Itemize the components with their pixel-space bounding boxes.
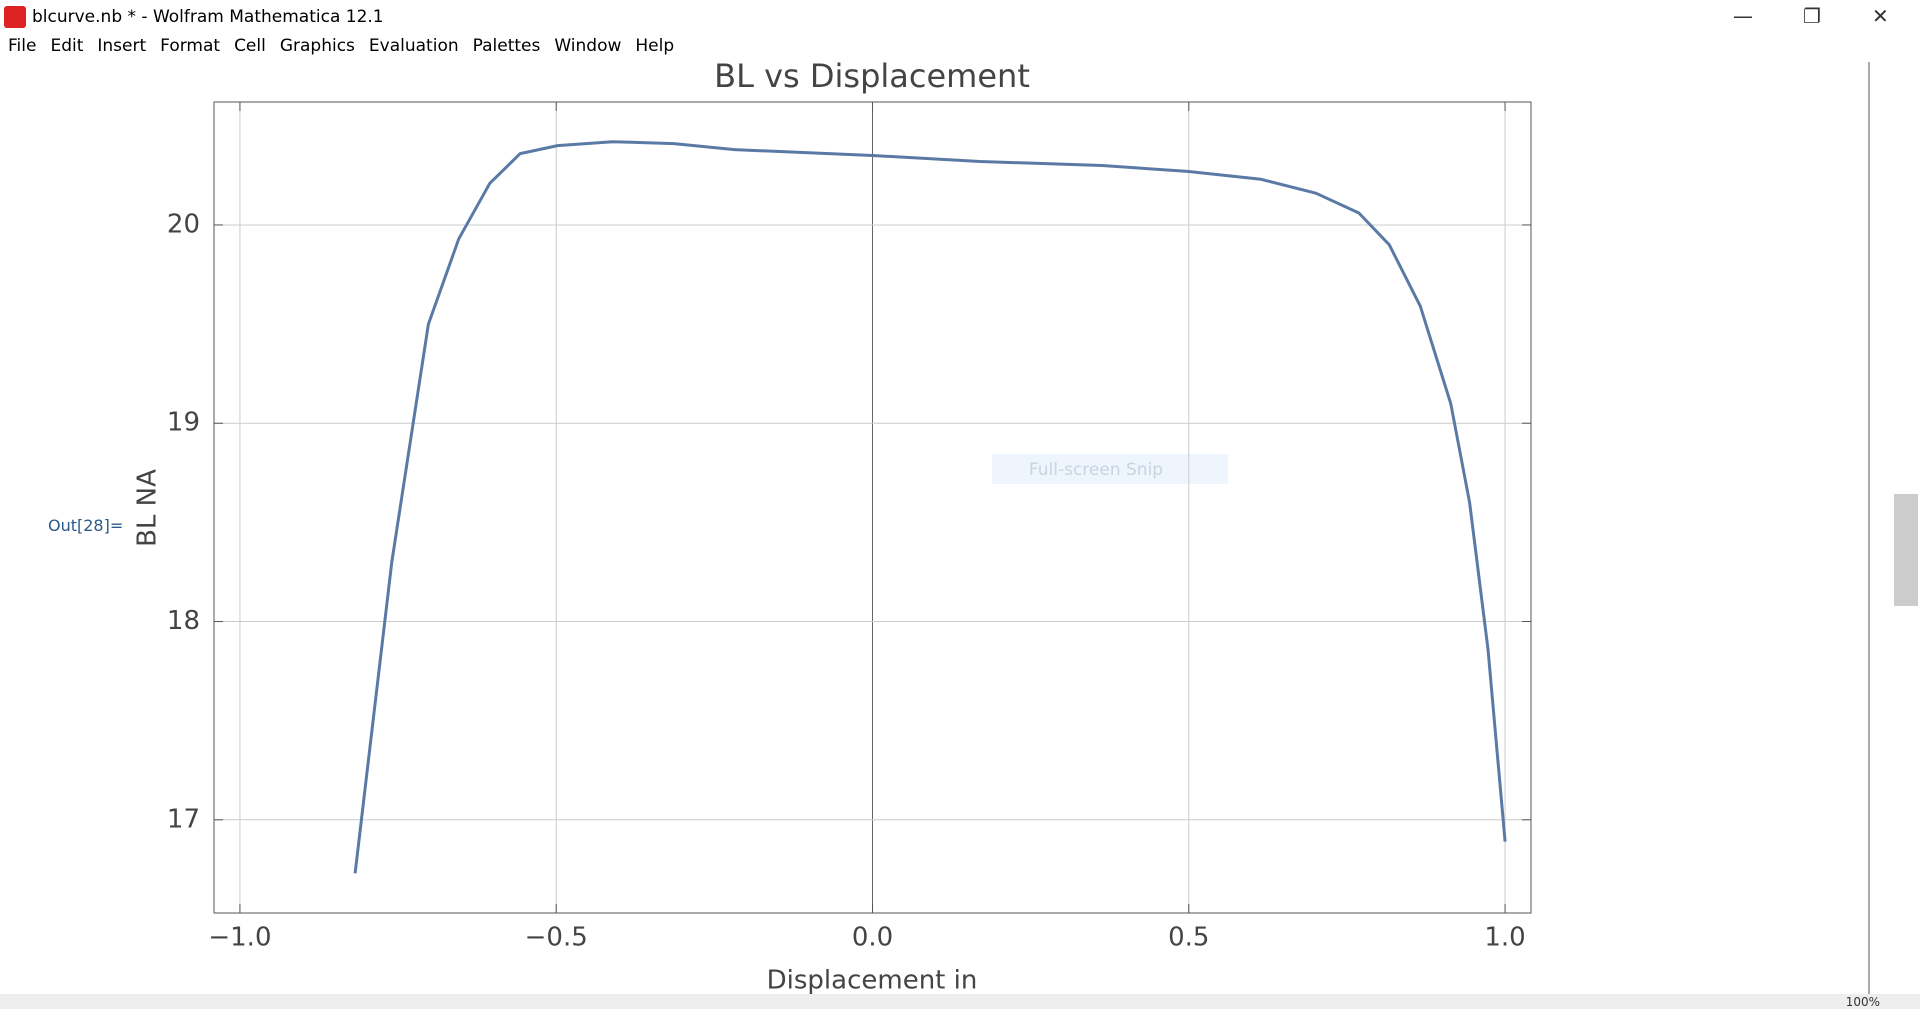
menu-item[interactable]: Format	[160, 36, 221, 56]
menu-item[interactable]: Evaluation	[368, 36, 459, 56]
y-tick-label: 18	[167, 606, 200, 636]
menu-item[interactable]: Cell	[234, 36, 266, 56]
chart-title: BL vs Displacement	[714, 57, 1030, 95]
x-axis-label: Displacement in	[767, 966, 978, 995]
y-tick-label: 17	[167, 804, 200, 834]
minimize[interactable]: —	[1733, 4, 1753, 28]
menu-item[interactable]: Graphics	[279, 36, 355, 56]
data-line	[353, 140, 1507, 874]
x-tick-label: 1.0	[1484, 923, 1525, 953]
chart: BL vs Displacement Displacement in BL NA…	[133, 57, 1532, 995]
x-tick-label: 0.0	[852, 923, 893, 953]
menu-item[interactable]: Palettes	[472, 36, 541, 56]
menu-item[interactable]: Window	[554, 36, 622, 56]
output-label: Out[28]=	[48, 516, 124, 535]
x-tick-label: 0.5	[1168, 923, 1209, 953]
x-tick-label: −1.0	[208, 923, 271, 953]
y-tick-label: 19	[167, 408, 200, 438]
window-title: blcurve.nb * - Wolfram Mathematica 12.1	[32, 7, 384, 27]
scrollbar[interactable]	[1868, 62, 1920, 994]
y-tick-label: 20	[167, 209, 200, 239]
zoom: 100%	[1845, 995, 1880, 1009]
snip-overlay-text: Full-screen Snip	[1029, 460, 1163, 480]
menu-bar: File Edit Insert Format Cell Graphics Evaluati…	[0, 36, 674, 62]
restore[interactable]: ❐	[1803, 4, 1821, 28]
status-bar: 100%	[0, 994, 1920, 1009]
plot-frame	[213, 101, 1532, 914]
menu-item[interactable]: File	[8, 36, 37, 56]
close[interactable]: ✕	[1872, 4, 1889, 28]
menu-item[interactable]: Edit	[50, 36, 84, 56]
x-tick-label: −0.5	[525, 923, 588, 953]
menu-item[interactable]: Help	[635, 36, 675, 56]
y-axis-label: BL NA	[133, 469, 163, 547]
menu-item[interactable]: Insert	[97, 36, 147, 56]
title-bar: blcurve.nb * - Wolfram Mathematica 12.1 …	[0, 0, 1920, 34]
app-icon	[4, 6, 26, 28]
